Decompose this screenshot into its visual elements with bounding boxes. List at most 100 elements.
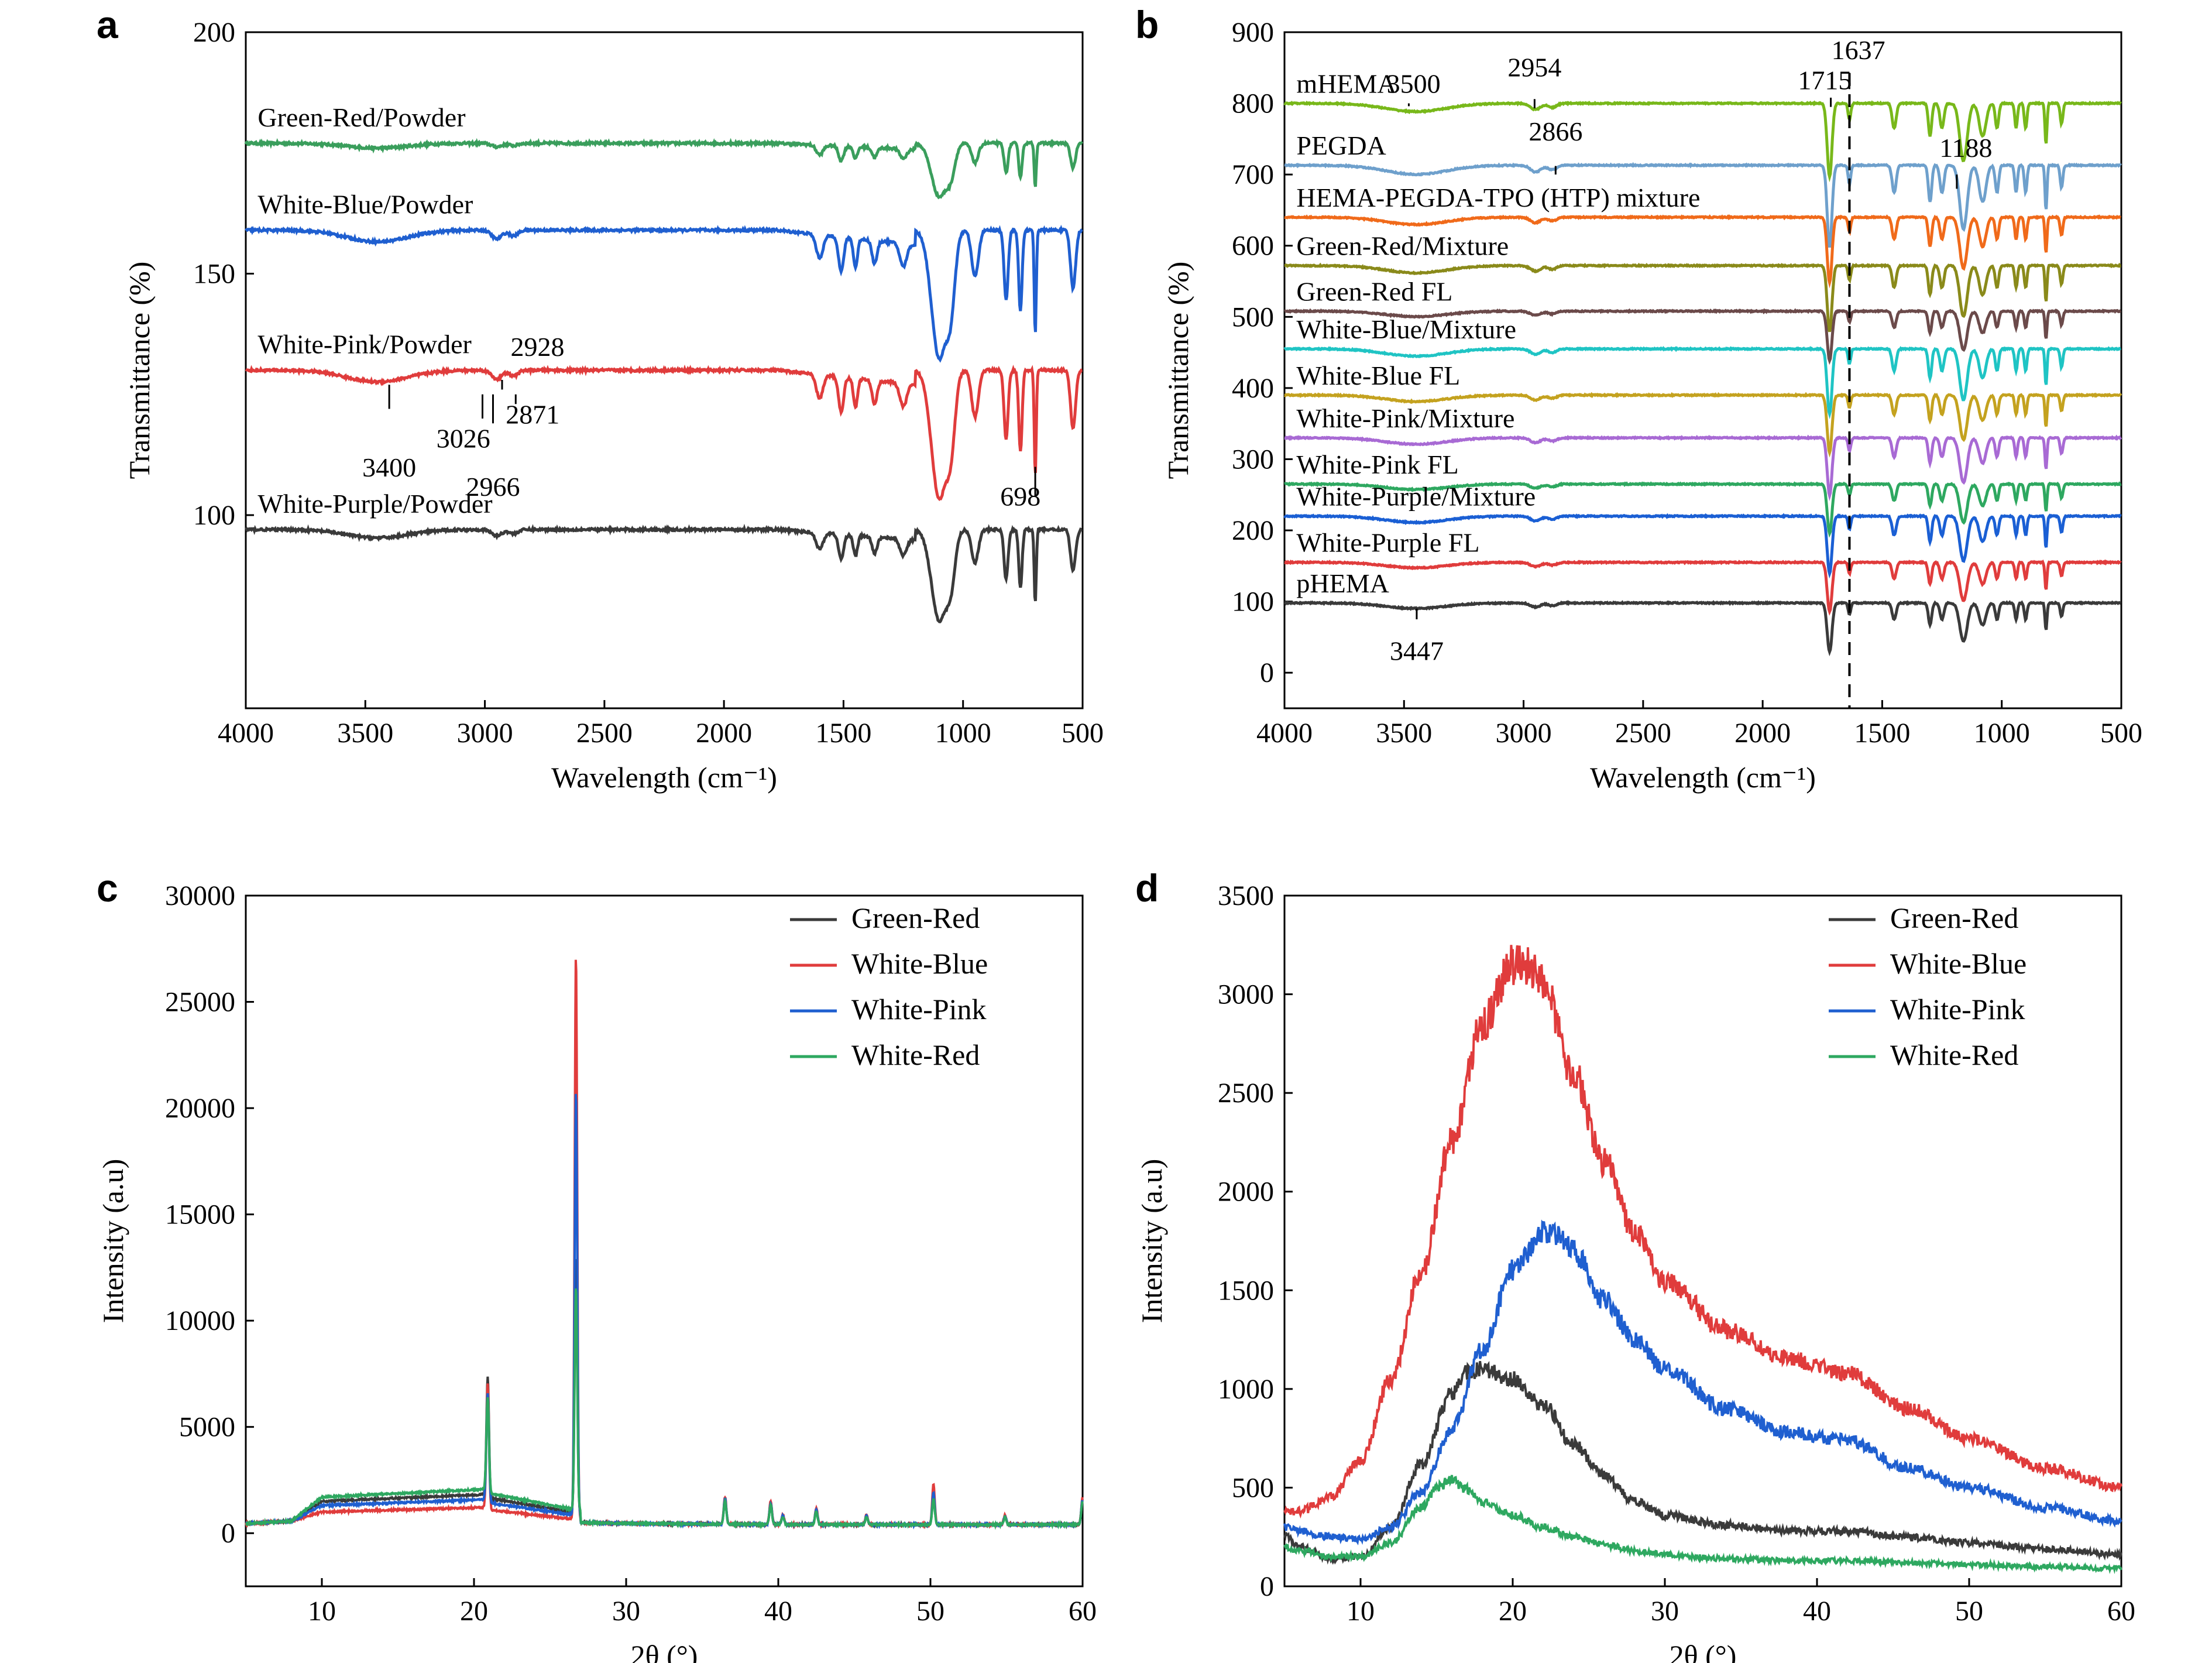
series-label: Green-Red/Powder — [257, 102, 465, 132]
x-tick-label: 500 — [1062, 718, 1104, 749]
series-label: mHEMA — [1296, 68, 1396, 98]
series-label: Green-Red/Mixture — [1296, 231, 1509, 261]
annotation-label: 2866 — [1529, 116, 1582, 146]
x-tick-label: 2500 — [576, 718, 633, 749]
plot-frame — [245, 894, 1084, 1587]
x-tick-label: 3000 — [457, 718, 513, 749]
series-label: White-Pink FL — [1296, 450, 1458, 479]
x-tick-label: 30 — [1651, 1596, 1679, 1627]
y-tick-label: 200 — [193, 17, 235, 48]
y-tick-label: 1000 — [1218, 1374, 1274, 1405]
annotation-label: 2954 — [1507, 52, 1561, 82]
y-tick-label: 2500 — [1218, 1078, 1274, 1109]
series-line — [1283, 100, 2122, 183]
legend-label: Green-Red — [851, 901, 980, 934]
series-label: White-Blue/Mixture — [1296, 314, 1516, 344]
series-line — [245, 1259, 1084, 1530]
x-axis-title: 2θ (°) — [631, 1639, 698, 1663]
y-tick-label: 15000 — [165, 1199, 235, 1230]
legend-label: White-Pink — [851, 993, 987, 1026]
series-line — [1284, 214, 2121, 289]
x-tick-label: 2000 — [1734, 718, 1791, 749]
series-line — [1284, 392, 2122, 458]
panel-letter: b — [1135, 3, 1159, 46]
annotation-label: 2871 — [506, 399, 559, 429]
series-label: White-Purple/Mixture — [1296, 482, 1536, 512]
y-tick-label: 10000 — [165, 1305, 235, 1336]
series-line — [245, 364, 1083, 502]
x-tick-label: 500 — [2100, 718, 2142, 749]
x-axis-title: Wavelength (cm⁻¹) — [551, 761, 777, 794]
y-tick-label: 3000 — [1218, 979, 1274, 1010]
y-tick-label: 2000 — [1218, 1177, 1274, 1208]
x-axis-title: Wavelength (cm⁻¹) — [1590, 761, 1816, 794]
x-tick-label: 3000 — [1496, 718, 1552, 749]
series-label: HEMA-PEGDA-TPO (HTP) mixture — [1296, 183, 1700, 212]
x-tick-label: 50 — [916, 1596, 944, 1627]
y-tick-label: 5000 — [179, 1412, 235, 1443]
x-tick-label: 30 — [612, 1596, 640, 1627]
series-line — [1283, 1219, 2122, 1546]
y-tick-label: 600 — [1232, 231, 1274, 262]
y-tick-label: 700 — [1232, 159, 1274, 190]
x-tick-label: 1500 — [815, 718, 871, 749]
panel-letter: d — [1135, 866, 1159, 910]
annotation-label: 1637 — [1832, 35, 1885, 65]
x-tick-label: 20 — [1499, 1596, 1527, 1627]
y-tick-label: 0 — [1260, 657, 1274, 688]
x-tick-label: 1000 — [1974, 718, 2030, 749]
x-tick-label: 2000 — [696, 718, 752, 749]
x-tick-label: 10 — [1347, 1596, 1375, 1627]
y-tick-label: 300 — [1232, 444, 1274, 475]
annotation-label: 3400 — [362, 452, 416, 482]
x-tick-label: 40 — [764, 1596, 792, 1627]
y-tick-label: 3500 — [1218, 880, 1274, 911]
y-axis-title: Transmittance (%) — [123, 262, 156, 479]
y-tick-label: 30000 — [165, 880, 235, 911]
x-tick-label: 1000 — [935, 718, 991, 749]
y-tick-label: 500 — [1232, 1472, 1274, 1503]
y-tick-label: 0 — [221, 1518, 235, 1549]
x-tick-label: 50 — [1955, 1596, 1983, 1627]
series-label: White-Pink/Mixture — [1296, 403, 1514, 433]
series-line — [245, 523, 1083, 623]
y-tick-label: 200 — [1232, 515, 1274, 546]
series-label: White-Blue/Powder — [257, 189, 473, 219]
y-tick-label: 100 — [193, 500, 235, 531]
series-line — [244, 138, 1084, 200]
panel-c-xrd-powders: 10 20 30 40 50 60 0 5000 10000 15000 20000 25000 300… — [97, 866, 1097, 1663]
series-line — [1284, 262, 2121, 332]
y-tick-label: 800 — [1232, 88, 1274, 119]
annotation-label: 698 — [1000, 482, 1040, 512]
y-axis-title: Intensity (a.u) — [1135, 1159, 1168, 1323]
series-line — [245, 1288, 1084, 1530]
series-line — [1284, 162, 2122, 248]
panel-d-xrd-films: 10 20 30 40 50 60 0 500 1000 1500 2000 2500 3000 3500… — [1135, 866, 2135, 1663]
x-tick-label: 4000 — [1256, 718, 1313, 749]
series-label: Green-Red FL — [1296, 276, 1452, 306]
y-tick-label: 400 — [1232, 373, 1274, 404]
series-line — [1283, 513, 2122, 579]
legend-label: White-Red — [851, 1038, 980, 1071]
y-tick-label: 0 — [1260, 1571, 1274, 1602]
series-label: pHEMA — [1296, 568, 1389, 598]
series-line — [1284, 481, 2122, 538]
series-label: White-Blue FL — [1296, 361, 1460, 390]
series-line — [245, 224, 1083, 363]
y-tick-label: 100 — [1232, 587, 1274, 618]
panel-letter: c — [97, 866, 118, 910]
panel-b-ftir-mixtures: 4000 3500 3000 2500 2000 1500 1000 500 0 100 200 30… — [1135, 3, 2142, 794]
annotation-label: 1188 — [1939, 133, 1992, 163]
legend-label: Green-Red — [1890, 901, 2018, 934]
x-tick-label: 10 — [308, 1596, 336, 1627]
series-line — [1284, 599, 2121, 657]
panel-letter: a — [97, 3, 119, 46]
series-line — [1284, 434, 2122, 501]
x-tick-label: 3500 — [1376, 718, 1432, 749]
x-tick-label: 2500 — [1615, 718, 1671, 749]
series-label: PEGDA — [1296, 131, 1386, 160]
legend-label: White-Pink — [1890, 993, 2025, 1026]
annotation-label: 3500 — [1387, 68, 1441, 98]
x-tick-label: 40 — [1803, 1596, 1831, 1627]
